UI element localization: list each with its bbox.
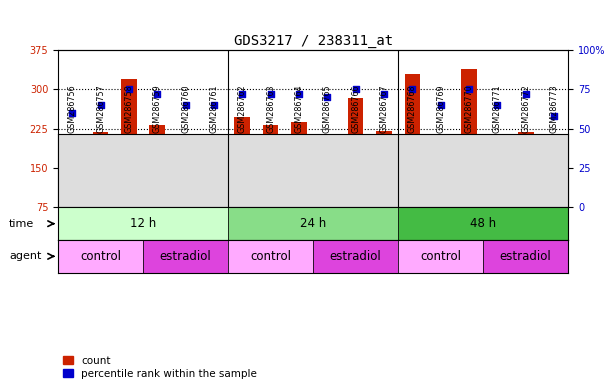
Text: estradiol: estradiol xyxy=(330,250,381,263)
Bar xyxy=(348,98,364,207)
Bar xyxy=(58,240,143,273)
Point xyxy=(124,86,134,92)
Point xyxy=(436,102,445,108)
Legend: count, percentile rank within the sample: count, percentile rank within the sample xyxy=(64,356,257,379)
Point xyxy=(549,113,559,119)
Bar xyxy=(235,117,250,207)
Bar xyxy=(58,207,228,240)
Text: estradiol: estradiol xyxy=(159,250,211,263)
Text: estradiol: estradiol xyxy=(500,250,552,263)
Text: 24 h: 24 h xyxy=(300,217,326,230)
Point xyxy=(379,91,389,97)
Point xyxy=(238,91,247,97)
Point xyxy=(294,91,304,97)
Bar xyxy=(313,240,398,273)
Point xyxy=(492,102,502,108)
Point xyxy=(67,110,77,116)
Bar xyxy=(398,240,483,273)
Point xyxy=(266,91,276,97)
Bar xyxy=(518,132,533,207)
Bar xyxy=(433,135,448,207)
Bar xyxy=(228,240,313,273)
Text: agent: agent xyxy=(9,251,42,262)
Bar xyxy=(398,207,568,240)
Bar xyxy=(93,132,108,207)
Point xyxy=(408,86,417,92)
Bar xyxy=(143,240,228,273)
Point xyxy=(323,94,332,100)
Point xyxy=(209,102,219,108)
Point xyxy=(181,102,191,108)
Bar xyxy=(404,73,420,207)
Bar xyxy=(291,122,307,207)
Bar xyxy=(228,207,398,240)
Bar xyxy=(150,125,165,207)
Point xyxy=(521,91,530,97)
Text: control: control xyxy=(80,250,121,263)
Text: control: control xyxy=(420,250,461,263)
Point xyxy=(152,91,162,97)
Bar xyxy=(121,79,137,207)
Bar xyxy=(320,153,335,207)
Bar xyxy=(64,161,80,207)
Bar xyxy=(489,135,505,207)
Text: 48 h: 48 h xyxy=(470,217,496,230)
Bar xyxy=(376,131,392,207)
Text: 12 h: 12 h xyxy=(130,217,156,230)
Text: control: control xyxy=(250,250,291,263)
Title: GDS3217 / 238311_at: GDS3217 / 238311_at xyxy=(233,33,393,48)
Bar xyxy=(546,181,562,207)
Point xyxy=(464,86,474,92)
Bar xyxy=(263,125,279,207)
Bar xyxy=(461,70,477,207)
Bar xyxy=(178,159,194,207)
Text: time: time xyxy=(9,218,34,229)
Point xyxy=(96,102,106,108)
Bar xyxy=(206,157,222,207)
Point xyxy=(351,86,360,92)
Bar xyxy=(483,240,568,273)
